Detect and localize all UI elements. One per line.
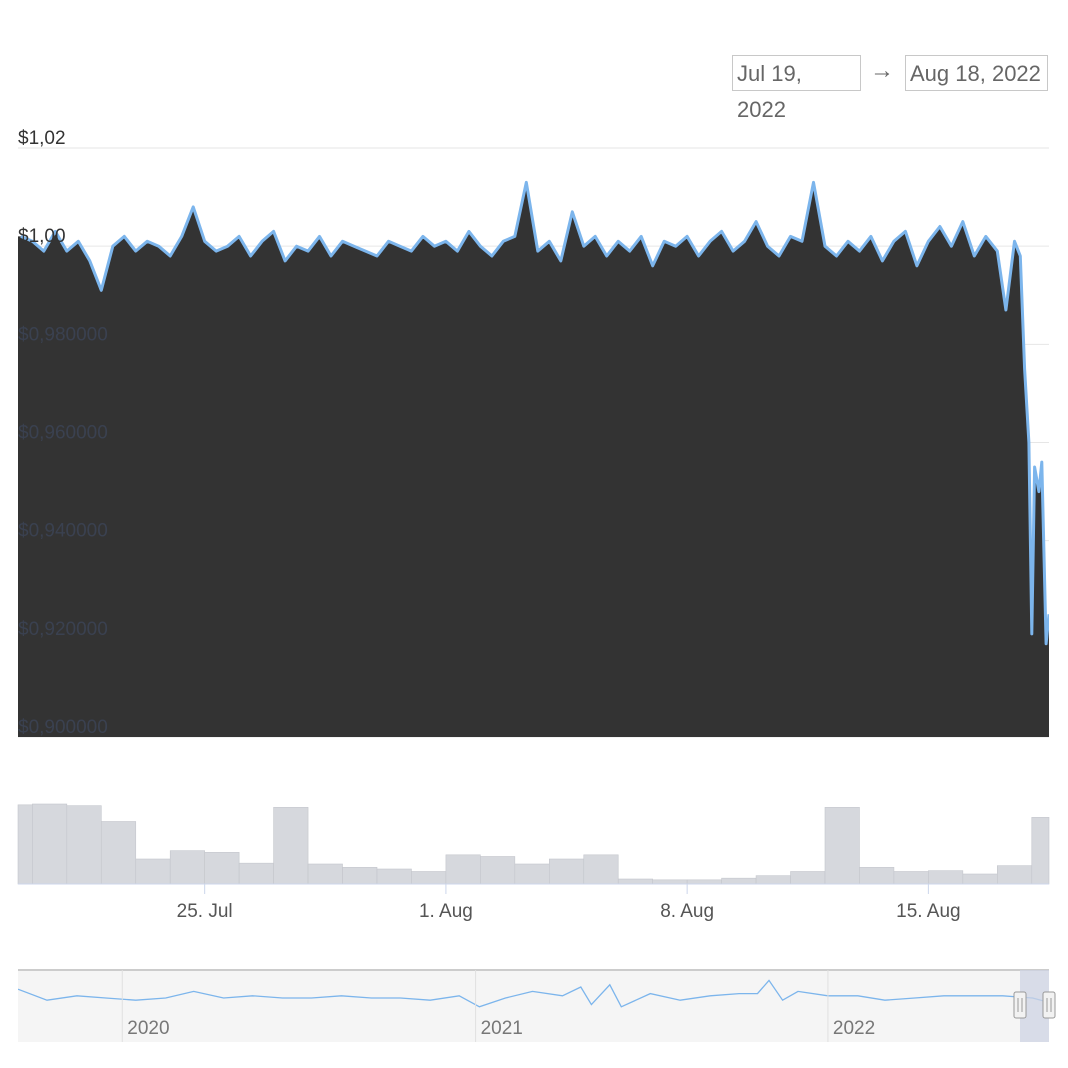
volume-bar <box>376 868 412 885</box>
volume-bar <box>238 862 274 885</box>
volume-bar <box>962 873 998 885</box>
range-to-input[interactable]: Aug 18, 2022 <box>905 55 1048 91</box>
volume-bar <box>17 804 33 885</box>
volume-bar <box>652 879 688 885</box>
y-tick-label: $0,940000 <box>18 521 108 542</box>
y-tick-label: $0,960000 <box>18 423 108 444</box>
navigator-background <box>18 970 1049 1042</box>
volume-bar <box>445 854 481 885</box>
volume-bar <box>480 856 516 885</box>
volume-bar <box>169 850 205 885</box>
range-arrow: → <box>870 57 894 84</box>
volume-bar <box>893 871 929 885</box>
volume-bar <box>790 871 826 885</box>
volume-bar <box>928 870 964 885</box>
navigator-handle-left[interactable] <box>1013 991 1027 1019</box>
y-tick-label: $0,980000 <box>18 324 108 345</box>
volume-bar <box>273 807 309 885</box>
volume-bar <box>859 867 895 885</box>
volume-bar <box>307 863 343 885</box>
price-line <box>20 180 1049 646</box>
navigator-tick-label: 2021 <box>481 1018 523 1039</box>
y-tick-label: $1,00 <box>18 226 66 247</box>
volume-bar <box>997 865 1033 885</box>
y-tick-label: $0,920000 <box>18 619 108 640</box>
volume-bar <box>583 854 619 885</box>
volume-bar <box>824 807 860 885</box>
y-tick-label: $0,900000 <box>18 717 108 738</box>
handle-grip[interactable] <box>1013 991 1027 1019</box>
volume-series <box>17 803 1050 885</box>
volume-bar <box>514 863 550 885</box>
volume-bar <box>32 803 68 885</box>
volume-bar <box>66 805 102 885</box>
volume-bar <box>721 877 757 885</box>
navigator-tick-label: 2020 <box>127 1018 169 1039</box>
navigator-handle-right[interactable] <box>1042 991 1056 1019</box>
volume-bar <box>342 867 378 885</box>
x-tick-label: 25. Jul <box>177 901 233 922</box>
x-tick-label: 15. Aug <box>896 901 960 922</box>
price-area <box>18 182 1049 737</box>
volume-bar <box>617 878 653 885</box>
volume-bar <box>135 858 171 885</box>
x-tick-label: 8. Aug <box>660 901 714 922</box>
volume-bar <box>411 871 447 885</box>
y-tick-label: $1,02 <box>18 128 66 149</box>
volume-bar <box>204 852 240 885</box>
navigator[interactable]: 2020 2021 2022 <box>18 969 1056 1042</box>
x-tick-label: 1. Aug <box>419 901 473 922</box>
volume-bar <box>755 875 791 885</box>
volume-bar <box>1031 817 1050 885</box>
navigator-tick-label: 2022 <box>833 1018 875 1039</box>
range-from-input[interactable]: Jul 19, 2022 <box>732 55 861 122</box>
volume-bar <box>100 821 137 885</box>
volume-bar <box>548 858 585 885</box>
volume-bar <box>686 879 722 885</box>
navigator-line <box>18 979 1049 1008</box>
handle-grip[interactable] <box>1042 991 1056 1019</box>
